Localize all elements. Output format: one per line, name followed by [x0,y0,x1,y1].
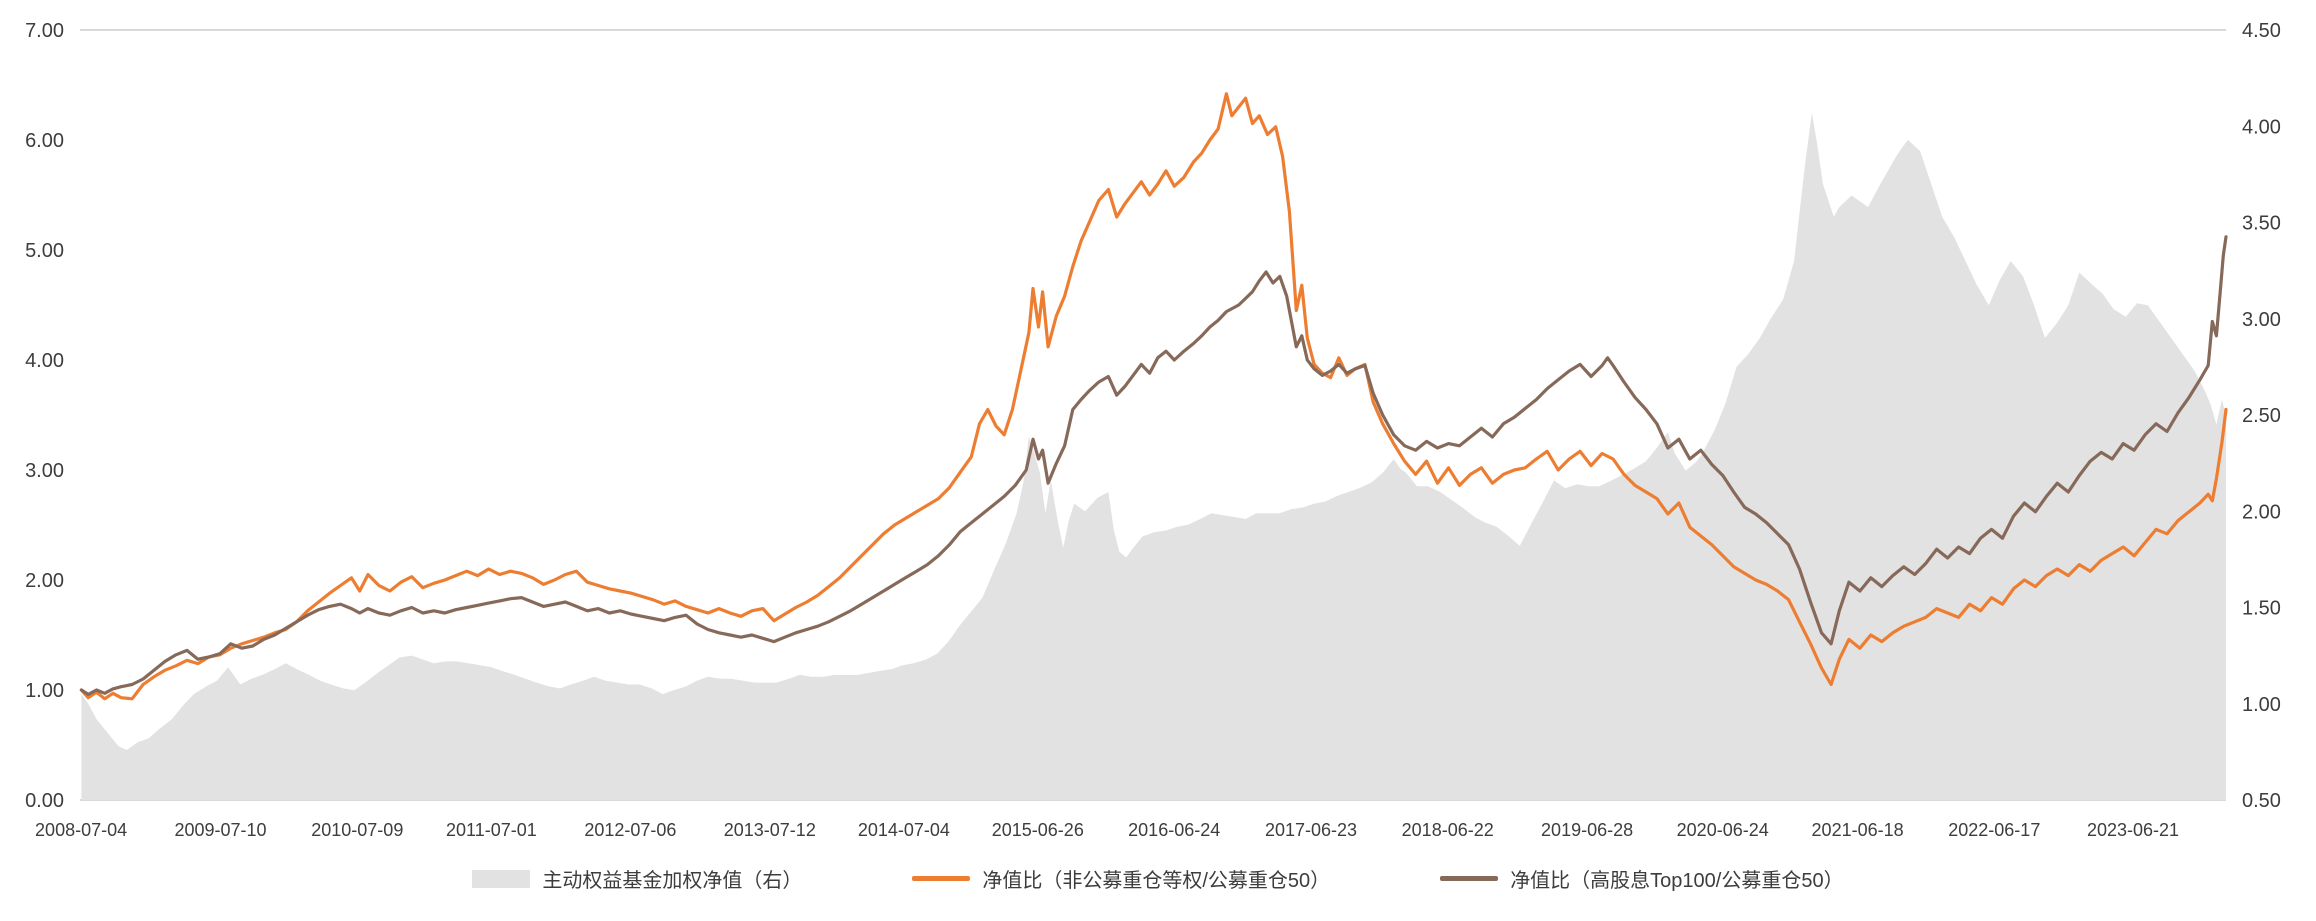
brown-line-swatch [1440,876,1499,881]
x-axis-tick-label: 2014-07-04 [858,820,950,840]
left-axis-tick-label: 2.00 [25,570,64,592]
right-axis-tick-label: 4.50 [2242,20,2281,42]
right-axis-tick-label: 4.00 [2242,116,2281,138]
line-series-1 [79,92,2228,701]
left-axis-tick-label: 3.00 [25,460,64,482]
right-axis-tick-label: 3.50 [2242,213,2281,235]
right-axis-tick-label: 0.50 [2242,790,2281,812]
area-series-0 [81,112,2227,801]
x-axis-tick-label: 2022-06-17 [1948,820,2040,840]
legend-label-nav-ratio-dividend: 净值比（高股息Top100/公募重仓50） [1510,870,1844,892]
x-axis-tick-label: 2015-06-26 [992,820,1084,840]
chart-canvas: 0.00 1.00 2.00 3.00 4.00 5.00 6.00 7.00 0.50 1.00… [25,20,2281,840]
x-axis-tick-label: 2019-06-28 [1541,820,1633,840]
area-series-swatch [472,869,531,888]
x-axis-tick-label: 2016-06-24 [1128,820,1220,840]
x-axis-tick-label: 2020-06-24 [1677,820,1769,840]
orange-line-swatch [912,876,971,881]
x-axis-tick-label: 2010-07-09 [311,820,403,840]
x-axis-tick-label: 2021-06-18 [1812,820,1904,840]
x-axis-tick-label: 2008-07-04 [35,820,127,840]
legend-item-nav-ratio-nonpublic: 净值比（非公募重仓等权/公募重仓50） [912,864,1330,893]
x-axis-tick-label: 2012-07-06 [584,820,676,840]
right-axis-tick-label: 2.00 [2242,501,2281,523]
left-axis-tick-label: 0.00 [25,790,64,812]
x-axis-tick-label: 2023-06-21 [2087,820,2179,840]
left-axis-tick-label: 7.00 [25,20,64,42]
right-axis-tick-label: 1.00 [2242,694,2281,716]
line-series-2 [79,235,2228,697]
left-axis-tick-label: 1.00 [25,680,64,702]
right-axis-tick-label: 3.00 [2242,309,2281,331]
right-axis-tick-label: 2.50 [2242,405,2281,427]
x-axis-tick-label: 2018-06-22 [1402,820,1494,840]
legend-label-fund-nav: 主动权益基金加权净值（右） [542,870,803,892]
x-axis-tick-label: 2017-06-23 [1265,820,1357,840]
x-axis-tick-label: 2013-07-12 [724,820,816,840]
legend-item-nav-ratio-dividend: 净值比（高股息Top100/公募重仓50） [1440,864,1844,893]
x-axis-tick-label: 2009-07-10 [174,820,266,840]
left-axis-tick-label: 6.00 [25,130,64,152]
chart-legend: 主动权益基金加权净值（右） 净值比（非公募重仓等权/公募重仓50） 净值比（高股… [0,864,2316,893]
left-axis-tick-label: 4.00 [25,350,64,372]
left-axis-tick-label: 5.00 [25,240,64,262]
x-axis-tick-label: 2011-07-01 [446,820,537,840]
legend-label-nav-ratio-nonpublic: 净值比（非公募重仓等权/公募重仓50） [982,870,1331,892]
right-axis-tick-label: 1.50 [2242,598,2281,620]
legend-item-fund-nav: 主动权益基金加权净值（右） [472,864,802,893]
